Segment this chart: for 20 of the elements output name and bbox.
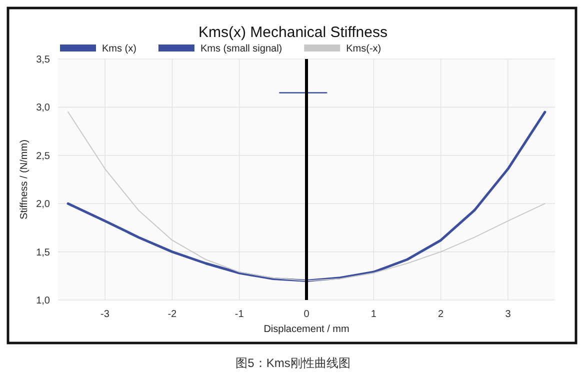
- x-tick-label: 2: [438, 309, 444, 320]
- caption: 图5：Kms刚性曲线图: [236, 356, 350, 370]
- y-tick-label: 1,5: [36, 247, 50, 258]
- y-axis-title: Stiffness / (N/mm): [19, 140, 30, 220]
- y-tick-label: 1,0: [36, 296, 50, 306]
- x-tick-label: 0: [304, 309, 310, 320]
- y-tick-label: 2,5: [36, 150, 50, 162]
- x-tick-label: -1: [234, 309, 244, 320]
- legend-label: Kms (small signal): [200, 44, 282, 54]
- x-tick-label: -2: [168, 309, 178, 320]
- chart-title: Kms(x) Mechanical Stiffness: [198, 24, 388, 41]
- legend-label: Kms (x): [102, 44, 136, 54]
- y-tick-label: 3,5: [36, 54, 50, 66]
- y-tick-label: 3,0: [36, 102, 50, 114]
- x-axis-title: Displacement / mm: [264, 324, 350, 335]
- y-tick-label: 2,0: [36, 199, 50, 210]
- x-tick-label: 3: [505, 309, 512, 320]
- x-tick-label: -3: [100, 309, 110, 320]
- x-tick-label: 1: [370, 309, 377, 320]
- legend-label: Kms(-x): [346, 44, 382, 54]
